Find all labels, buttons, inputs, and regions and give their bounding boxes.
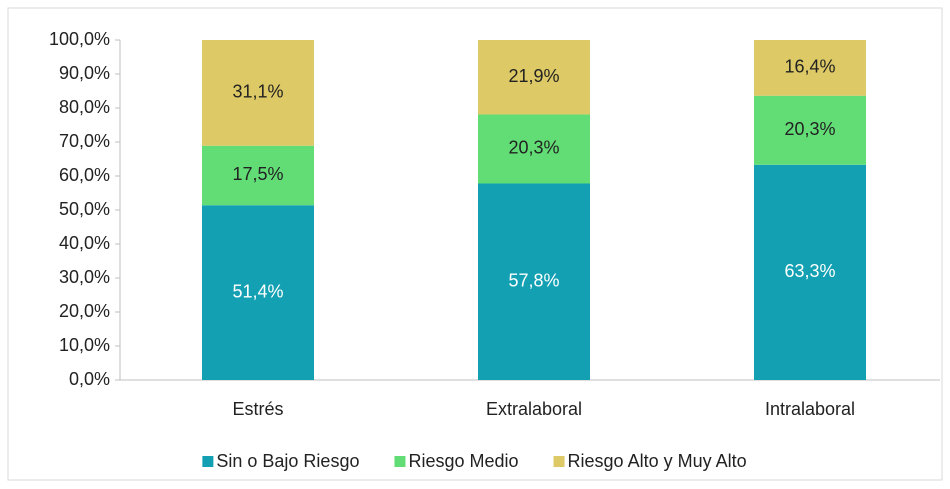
value-label: 51,4% — [232, 281, 283, 301]
bar-segment — [754, 95, 866, 165]
x-tick-label: Extralaboral — [486, 399, 582, 419]
legend-swatch — [553, 456, 565, 467]
y-tick-label: 90,0% — [59, 63, 110, 83]
value-label: 20,3% — [784, 119, 835, 139]
y-tick-label: 80,0% — [59, 97, 110, 117]
y-tick-label: 70,0% — [59, 131, 110, 151]
bar-segment — [478, 114, 590, 184]
legend-swatch — [394, 456, 406, 467]
value-label: 57,8% — [508, 270, 559, 290]
y-tick-label: 30,0% — [59, 267, 110, 287]
x-tick-label: Intralaboral — [765, 399, 855, 419]
legend-label: Sin o Bajo Riesgo — [216, 451, 359, 471]
bar-segment — [202, 205, 314, 380]
y-tick-label: 100,0% — [49, 29, 110, 49]
value-label: 17,5% — [232, 164, 283, 184]
y-tick-label: 40,0% — [59, 233, 110, 253]
value-label: 21,9% — [508, 66, 559, 86]
x-tick-label: Estrés — [232, 399, 283, 419]
y-tick-label: 60,0% — [59, 165, 110, 185]
legend-label: Riesgo Alto y Muy Alto — [568, 451, 747, 471]
bar-segment — [202, 40, 314, 146]
value-label: 31,1% — [232, 82, 283, 102]
y-tick-label: 20,0% — [59, 301, 110, 321]
bar-segment — [478, 183, 590, 380]
y-tick-label: 50,0% — [59, 199, 110, 219]
value-label: 63,3% — [784, 261, 835, 281]
value-label: 16,4% — [784, 57, 835, 77]
bar-segment — [202, 145, 314, 206]
y-tick-label: 10,0% — [59, 335, 110, 355]
y-tick-label: 0,0% — [69, 369, 110, 389]
value-label: 20,3% — [508, 138, 559, 158]
bar-segment — [754, 164, 866, 380]
legend-swatch — [202, 456, 214, 467]
bar-segment — [754, 40, 866, 96]
bar-segment — [478, 40, 590, 115]
legend-label: Riesgo Medio — [408, 451, 518, 471]
